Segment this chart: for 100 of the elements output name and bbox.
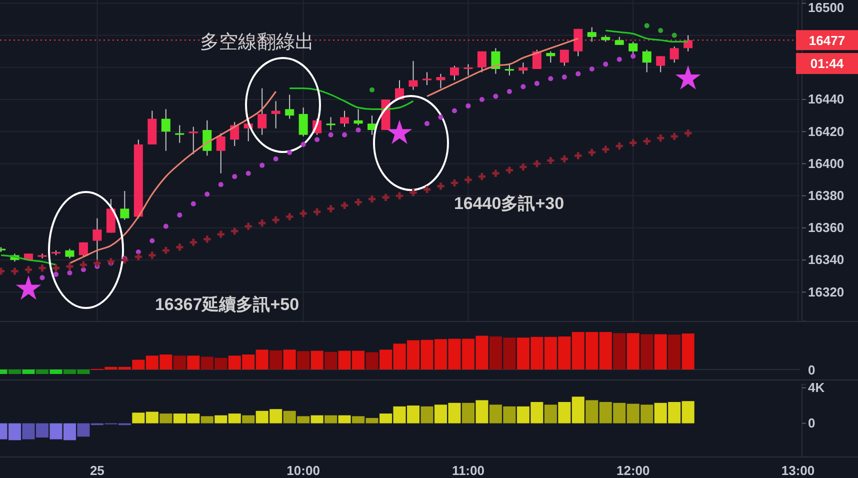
bar [242, 415, 255, 424]
x-tick-label: 11:00 [452, 462, 484, 478]
candlestick [450, 65, 459, 81]
bar [420, 406, 434, 424]
bar [22, 370, 35, 374]
bar [50, 370, 62, 374]
point [244, 222, 252, 230]
bar [160, 414, 172, 424]
point [520, 84, 526, 90]
point [492, 170, 500, 177]
point [493, 94, 498, 99]
y-tick-label: 16500 [808, 0, 844, 16]
point [328, 132, 334, 138]
point [644, 23, 650, 28]
bar [366, 352, 378, 370]
text: 01:44 [810, 56, 844, 71]
point [684, 130, 692, 137]
point [670, 132, 678, 140]
x-tick-label: 12:00 [616, 462, 650, 478]
point [547, 156, 554, 164]
point [300, 210, 307, 218]
candlestick [518, 62, 528, 74]
point [576, 71, 581, 76]
bar [668, 334, 681, 370]
y-tick-label: 0 [808, 415, 816, 430]
y-tick-label: 16320 [808, 284, 844, 300]
bar [283, 350, 296, 370]
point [231, 228, 238, 235]
point [437, 182, 444, 190]
candlestick [422, 72, 432, 86]
point [369, 87, 375, 92]
point [548, 76, 554, 82]
candlestick [188, 126, 198, 155]
point [452, 108, 457, 114]
y-tick-label: 16400 [808, 156, 844, 171]
point [107, 258, 114, 266]
x-tick-label: 10:00 [286, 462, 320, 478]
y-tick-label: 16420 [808, 124, 844, 139]
point [204, 236, 211, 243]
point [327, 205, 334, 212]
point [506, 88, 512, 94]
point [643, 138, 650, 145]
bar [200, 416, 214, 424]
point [218, 182, 224, 188]
candlestick [532, 49, 542, 70]
point [121, 256, 128, 264]
point [94, 260, 101, 267]
point [354, 198, 362, 206]
candlestick [684, 34, 693, 52]
bar [36, 370, 48, 374]
point [562, 74, 567, 80]
point [520, 163, 527, 170]
point [314, 208, 321, 216]
bar [338, 415, 351, 424]
point [67, 270, 72, 276]
point [630, 139, 637, 146]
annotation: 多空線翻綠出 [200, 31, 314, 53]
point [479, 96, 484, 102]
point [356, 127, 361, 133]
bar [310, 350, 324, 370]
candlestick [642, 49, 652, 73]
point [66, 262, 74, 270]
candlestick [298, 107, 308, 137]
point [40, 275, 45, 280]
y-tick-label: 16340 [808, 252, 844, 268]
point [423, 186, 431, 193]
point [588, 148, 596, 156]
point [506, 166, 513, 174]
bar [270, 350, 282, 370]
point [616, 142, 623, 150]
point [148, 252, 156, 259]
point [560, 155, 568, 162]
point [603, 62, 608, 67]
point [177, 212, 182, 218]
point [658, 28, 664, 34]
point [258, 220, 266, 227]
candlestick [202, 120, 212, 156]
point [396, 192, 404, 200]
point [424, 121, 430, 126]
point [534, 80, 540, 86]
bar [324, 415, 338, 424]
point [300, 142, 306, 147]
candlestick [656, 56, 666, 73]
candlestick [464, 64, 473, 76]
bar [654, 334, 667, 370]
x-tick-label: 25 [90, 462, 104, 478]
y-tick-label: 16380 [808, 188, 844, 203]
candlestick [216, 132, 226, 174]
candlestick [574, 28, 583, 57]
ref-line-label: 16477 [808, 33, 846, 48]
point [657, 134, 664, 142]
point [410, 189, 417, 196]
point [438, 114, 444, 120]
bar [324, 352, 338, 370]
bar [310, 415, 324, 424]
point [287, 150, 292, 155]
point [16, 276, 42, 300]
bar [173, 356, 186, 370]
point [286, 213, 294, 220]
y-tick-label: 16440 [808, 92, 844, 107]
